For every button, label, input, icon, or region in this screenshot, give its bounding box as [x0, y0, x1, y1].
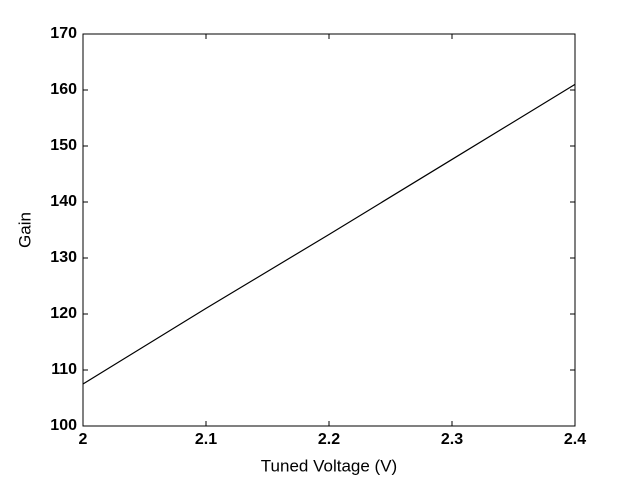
x-axis-label: Tuned Voltage (V)	[261, 456, 397, 475]
y-tick-label: 160	[50, 81, 77, 98]
x-tick-label: 2.2	[318, 431, 340, 448]
x-tick-label: 2.4	[564, 431, 586, 448]
line-series	[82, 83, 576, 385]
y-tick-label: 170	[50, 25, 77, 42]
x-tick-label: 2.3	[441, 431, 463, 448]
y-tick-label: 130	[50, 249, 77, 266]
y-axis-label: Gain	[15, 212, 34, 248]
y-tick-label: 140	[50, 193, 77, 210]
y-tick-label: 110	[51, 361, 77, 378]
y-tick-label: 100	[50, 417, 77, 434]
x-tick-label: 2.1	[195, 431, 217, 448]
x-tick-label: 2	[79, 431, 88, 448]
y-tick-label: 150	[50, 137, 77, 154]
y-tick-label: 120	[50, 305, 77, 322]
